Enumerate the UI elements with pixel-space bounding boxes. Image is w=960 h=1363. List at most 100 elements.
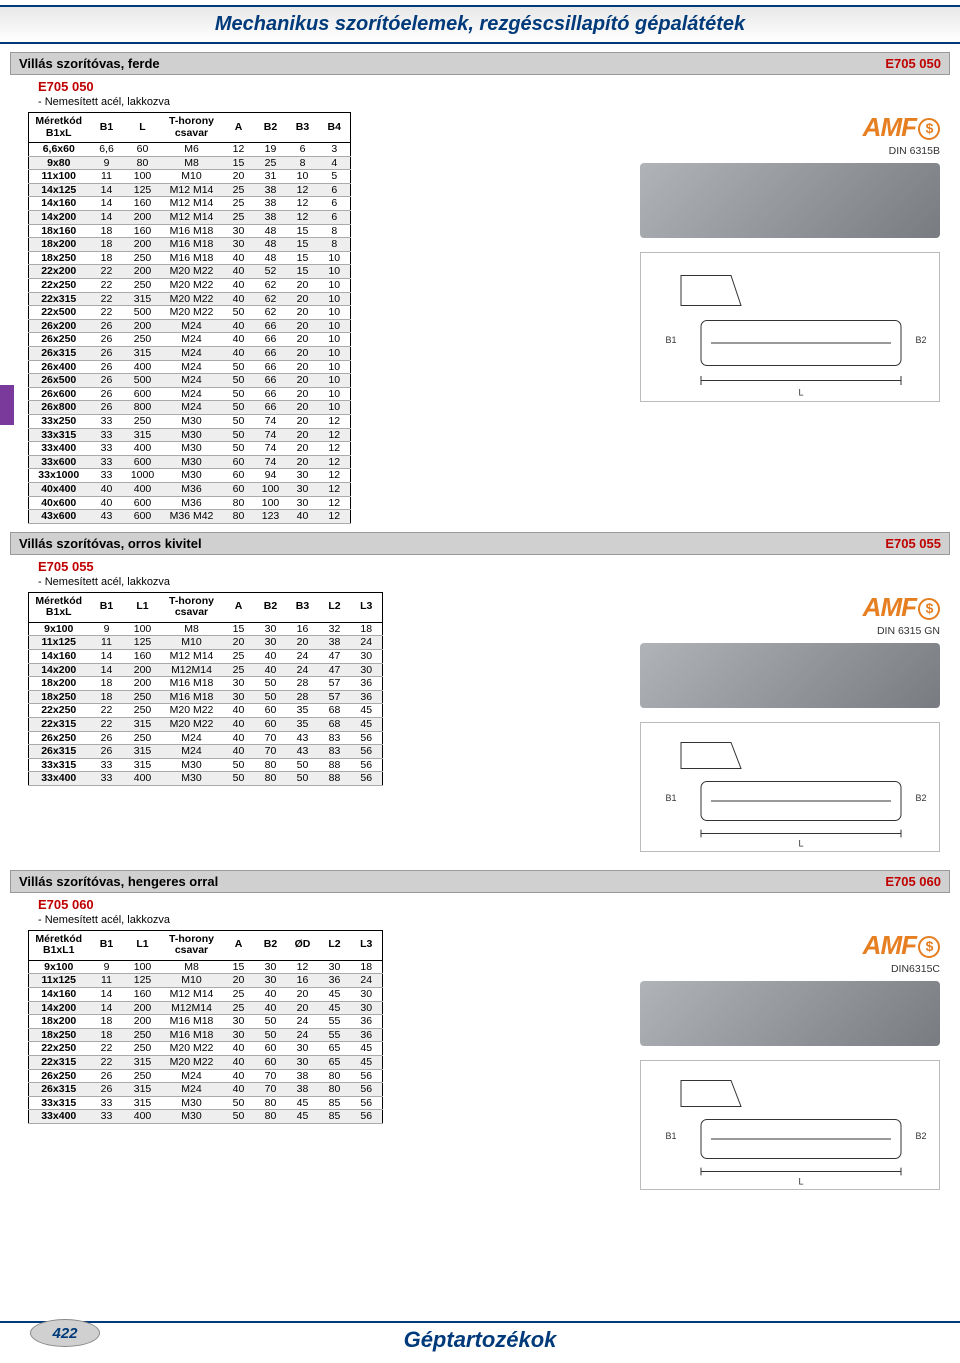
table-header: B2 xyxy=(255,930,287,960)
table-cell: M30 xyxy=(161,758,223,772)
table-cell: 74 xyxy=(255,428,287,442)
table-row: 33x40033400M305080508856 xyxy=(29,772,383,786)
table-row: 40x40040400M36601003012 xyxy=(29,482,351,496)
table-cell: 55 xyxy=(319,1028,351,1042)
table-cell: 40 xyxy=(223,319,255,333)
table-row: 22x25022250M20 M224060356845 xyxy=(29,704,383,718)
table-cell: 50 xyxy=(223,772,255,786)
table-cell: 45 xyxy=(351,1042,383,1056)
table-cell: 100 xyxy=(125,170,161,184)
table-cell: 600 xyxy=(125,387,161,401)
table-cell: 48 xyxy=(255,238,287,252)
table-cell: 26 xyxy=(89,347,125,361)
table-cell: 22x250 xyxy=(29,704,89,718)
table-cell: 22 xyxy=(89,1042,125,1056)
table-cell: 40 xyxy=(223,279,255,293)
table-cell: 26x800 xyxy=(29,401,89,415)
table-row: 9x1009100M81530123018 xyxy=(29,960,383,974)
table-cell: 315 xyxy=(125,347,161,361)
table-cell: M30 xyxy=(161,442,223,456)
table-cell: 50 xyxy=(223,414,255,428)
table-cell: M16 M18 xyxy=(161,224,223,238)
table-cell: 16 xyxy=(287,622,319,636)
table-row: 18x16018160M16 M183048158 xyxy=(29,224,351,238)
table-cell: 250 xyxy=(125,414,161,428)
table-cell: M12 M14 xyxy=(161,197,223,211)
table-cell: 50 xyxy=(287,772,319,786)
table-cell: 26x500 xyxy=(29,374,89,388)
table-cell: 10 xyxy=(319,319,351,333)
table-cell: M30 xyxy=(161,1096,223,1110)
table-cell: 40 xyxy=(89,482,125,496)
table-cell: 33 xyxy=(89,772,125,786)
table-cell: 15 xyxy=(287,265,319,279)
table-cell: 12 xyxy=(287,960,319,974)
table-cell: 14x160 xyxy=(29,197,89,211)
table-cell: 24 xyxy=(287,650,319,664)
table-cell: 60 xyxy=(255,1055,287,1069)
din-label: DIN 6315B xyxy=(351,145,940,157)
table-row: 14x16014160M12 M142540244730 xyxy=(29,650,383,664)
table-cell: 30 xyxy=(255,636,287,650)
table-cell: 15 xyxy=(223,156,255,170)
table-cell: 68 xyxy=(319,717,351,731)
table-cell: 14x160 xyxy=(29,988,89,1002)
table-cell: 9x100 xyxy=(29,960,89,974)
table-header: B1 xyxy=(89,113,125,143)
table-row: 18x25018250M16 M1840481510 xyxy=(29,251,351,265)
table-cell: 9 xyxy=(89,622,125,636)
table-header: T-horony csavar xyxy=(161,113,223,143)
table-cell: 600 xyxy=(125,455,161,469)
table-cell: 56 xyxy=(351,772,383,786)
table-cell: 45 xyxy=(319,988,351,1002)
table-cell: 30 xyxy=(287,1055,319,1069)
table-header: Méretkód B1xL xyxy=(29,592,89,622)
table-cell: 20 xyxy=(287,374,319,388)
table-cell: 315 xyxy=(125,428,161,442)
table-cell: 26 xyxy=(89,1083,125,1097)
table-cell: 10 xyxy=(319,374,351,388)
table-cell: 80 xyxy=(223,496,255,510)
table-cell: M30 xyxy=(161,414,223,428)
table-cell: M16 M18 xyxy=(161,238,223,252)
table-cell: 100 xyxy=(255,482,287,496)
table-cell: M36 xyxy=(161,496,223,510)
table-cell: 25 xyxy=(255,156,287,170)
table-cell: 26x250 xyxy=(29,333,89,347)
table-cell: M6 xyxy=(161,143,223,157)
table-cell: 56 xyxy=(351,1083,383,1097)
table-cell: 66 xyxy=(255,333,287,347)
table-cell: 70 xyxy=(255,1069,287,1083)
table-cell: 50 xyxy=(223,1110,255,1124)
table-cell: M20 M22 xyxy=(161,292,223,306)
table-cell: 40 xyxy=(223,745,255,759)
table-cell: 20 xyxy=(287,319,319,333)
table-cell: 20 xyxy=(287,1001,319,1015)
table-cell: 45 xyxy=(287,1110,319,1124)
table-cell: M24 xyxy=(161,401,223,415)
table-header: B4 xyxy=(319,113,351,143)
table-cell: 18x200 xyxy=(29,238,89,252)
table-cell: 18 xyxy=(89,1015,125,1029)
table-cell: M30 xyxy=(161,428,223,442)
table-cell: 20 xyxy=(287,333,319,347)
table-cell: 45 xyxy=(351,1055,383,1069)
product-image xyxy=(640,981,940,1046)
table-cell: 500 xyxy=(125,306,161,320)
table-cell: M16 M18 xyxy=(161,1028,223,1042)
table-row: 33x25033250M3050742012 xyxy=(29,414,351,428)
table-cell: M10 xyxy=(161,170,223,184)
table-row: 33x40033400M305080458556 xyxy=(29,1110,383,1124)
table-cell: 18 xyxy=(89,677,125,691)
table-row: 22x25022250M20 M224060306545 xyxy=(29,1042,383,1056)
table-header: L3 xyxy=(351,592,383,622)
side-tab xyxy=(0,385,14,425)
table-cell: 20 xyxy=(287,292,319,306)
table-cell: 14 xyxy=(89,663,125,677)
table-cell: 33 xyxy=(89,414,125,428)
table-cell: 60 xyxy=(223,469,255,483)
table-cell: M20 M22 xyxy=(161,717,223,731)
table-cell: 80 xyxy=(319,1083,351,1097)
table-cell: 30 xyxy=(287,469,319,483)
table-cell: 10 xyxy=(319,251,351,265)
